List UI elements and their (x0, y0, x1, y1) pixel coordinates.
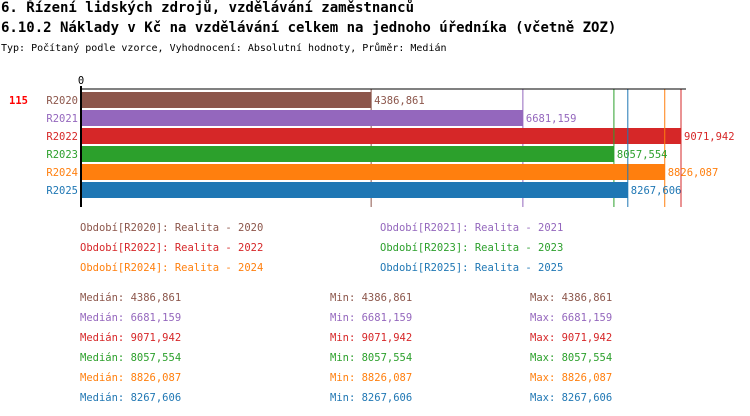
stat-median: Medián: 4386,861 (80, 292, 182, 304)
category-label: R2023 (46, 149, 78, 161)
row-id: 115 (9, 95, 28, 107)
bar-R2024 (81, 164, 665, 180)
category-label: R2020 (46, 95, 78, 107)
category-label: R2025 (46, 185, 78, 197)
stat-min: Min: 9071,942 (330, 332, 413, 344)
stat-median: Medián: 9071,942 (80, 332, 182, 344)
bar-R2020 (81, 92, 372, 108)
stat-min: Min: 8267,606 (330, 392, 413, 404)
type-line: Typ: Počítaný podle vzorce, Vyhodnocení:… (1, 43, 447, 54)
category-label: R2022 (46, 131, 78, 143)
stat-median: Medián: 6681,159 (80, 312, 182, 324)
value-label: 4386,861 (374, 95, 425, 107)
legend-item: Období[R2023]: Realita - 2023 (380, 242, 564, 254)
bar-R2021 (81, 110, 523, 126)
value-label: 6681,159 (526, 113, 577, 125)
stat-median: Medián: 8057,554 (80, 352, 182, 364)
legend-item: Období[R2020]: Realita - 2020 (80, 222, 264, 234)
stat-min: Min: 8826,087 (330, 372, 413, 384)
legend-item: Období[R2021]: Realita - 2021 (380, 222, 564, 234)
chart-title: 6.10.2 Náklady v Kč na vzdělávání celkem… (1, 20, 617, 36)
bar-R2025 (81, 182, 628, 198)
category-label: R2024 (46, 167, 78, 179)
axis-zero-label: 0 (78, 75, 84, 87)
legend-item: Období[R2022]: Realita - 2022 (80, 242, 264, 254)
bar-R2022 (81, 128, 681, 144)
section-title: 6. Řízení lidských zdrojů, vzdělávání za… (1, 0, 415, 16)
legend-item: Období[R2024]: Realita - 2024 (80, 262, 264, 274)
stat-max: Max: 6681,159 (530, 312, 613, 324)
stat-max: Max: 8267,606 (530, 392, 613, 404)
value-label: 8826,087 (668, 167, 719, 179)
stat-max: Max: 8826,087 (530, 372, 613, 384)
value-label: 9071,942 (684, 131, 735, 143)
stat-median: Medián: 8267,606 (80, 392, 182, 404)
legend-item: Období[R2025]: Realita - 2025 (380, 262, 564, 274)
stat-median: Medián: 8826,087 (80, 372, 182, 384)
value-label: 8057,554 (617, 149, 668, 161)
value-label: 8267,606 (631, 185, 682, 197)
bar-R2023 (81, 146, 614, 162)
stat-max: Max: 4386,861 (530, 292, 613, 304)
stat-min: Min: 4386,861 (330, 292, 413, 304)
category-label: R2021 (46, 113, 78, 125)
stat-max: Max: 9071,942 (530, 332, 613, 344)
stat-min: Min: 6681,159 (330, 312, 413, 324)
stat-max: Max: 8057,554 (530, 352, 613, 364)
stat-min: Min: 8057,554 (330, 352, 413, 364)
